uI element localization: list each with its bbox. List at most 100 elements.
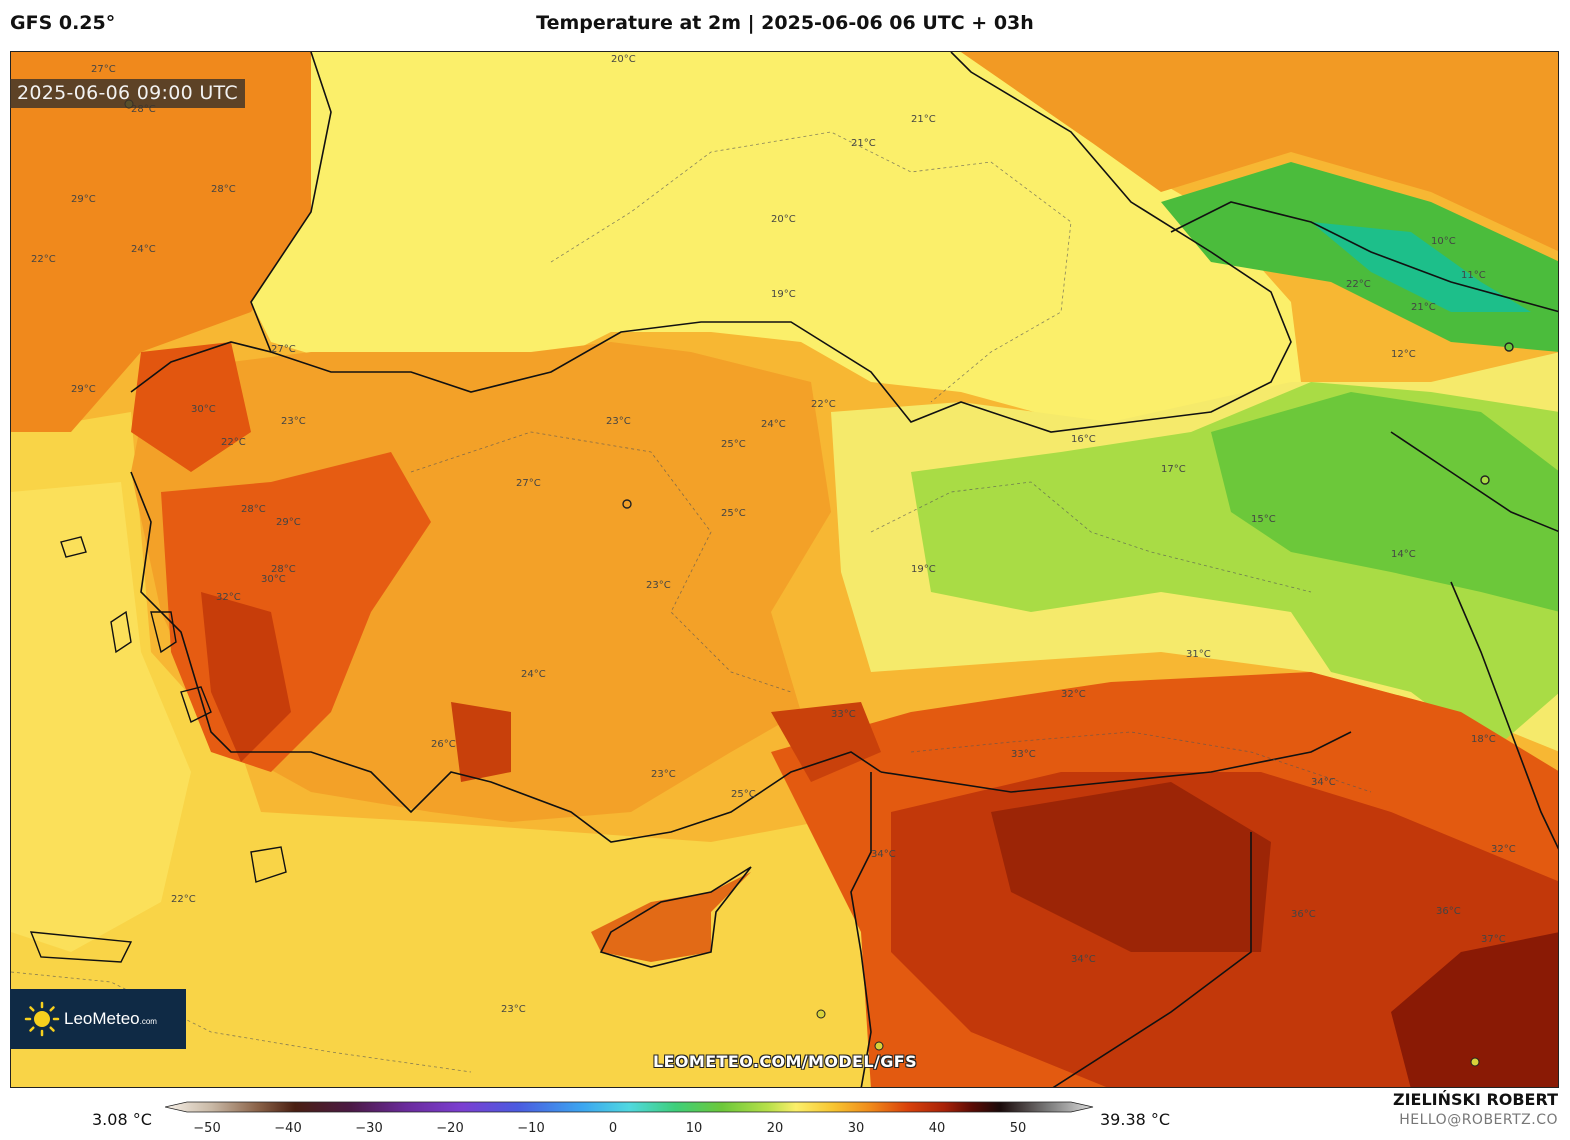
colorbar-gradient [164, 1101, 1094, 1113]
iraq-hotspot [1391, 932, 1558, 1087]
colorbar-svg: −50 −40 −30 −20 −10 0 10 20 30 40 50 [164, 1101, 1094, 1136]
caucasus-green [1211, 392, 1558, 612]
colorbar-tick: −20 [436, 1121, 463, 1136]
colorbar-tick: −30 [355, 1121, 382, 1136]
temperature-map[interactable]: 27°C 28°C 29°C 28°C 24°C 22°C 29°C 30°C … [10, 51, 1559, 1088]
city-marker [1470, 1057, 1480, 1067]
contour-label: 14°C [1391, 549, 1416, 560]
contour-label: 22°C [171, 894, 196, 905]
contour-label: 32°C [1491, 844, 1516, 855]
colorbar-tick: 30 [848, 1121, 865, 1136]
contour-label: 27°C [271, 344, 296, 355]
sun-icon [24, 1001, 60, 1037]
contour-label: 36°C [1291, 909, 1316, 920]
colorbar-tick: 0 [609, 1121, 617, 1136]
city-marker [1480, 475, 1490, 485]
contour-label: 21°C [911, 114, 936, 125]
contour-label: 27°C [91, 64, 116, 75]
contour-label: 17°C [1161, 464, 1186, 475]
desert-hotspot [991, 782, 1271, 952]
city-marker [1504, 342, 1514, 352]
map-title: Temperature at 2m | 2025-06-06 06 UTC + … [536, 12, 1034, 34]
cyprus [591, 872, 751, 962]
temperature-field: 27°C 28°C 29°C 28°C 24°C 22°C 29°C 30°C … [11, 52, 1558, 1087]
logo-text: LeoMeteo.com [64, 1009, 157, 1028]
contour-label: 25°C [721, 508, 746, 519]
contour-label: 36°C [1436, 906, 1461, 917]
contour-label: 21°C [1411, 302, 1436, 313]
city-marker [622, 499, 632, 509]
contour-label: 22°C [811, 399, 836, 410]
contour-label: 12°C [1391, 349, 1416, 360]
contour-label: 24°C [761, 419, 786, 430]
contour-label: 28°C [241, 504, 266, 515]
adana-hotspot [771, 702, 881, 782]
model-label: GFS 0.25° [10, 12, 116, 34]
contour-label: 19°C [771, 289, 796, 300]
islands [29, 536, 287, 963]
contour-label: 23°C [281, 416, 306, 427]
author-name: ZIELIŃSKI ROBERT [1392, 1090, 1558, 1109]
max-temperature: 39.38 °C [1100, 1110, 1171, 1129]
russia-warm [961, 52, 1558, 252]
contour-label: 19°C [911, 564, 936, 575]
contour-label: 29°C [71, 384, 96, 395]
contour-label: 22°C [1346, 279, 1371, 290]
contour-label: 23°C [651, 769, 676, 780]
contour-label: 23°C [606, 416, 631, 427]
contour-label: 30°C [191, 404, 216, 415]
contour-label: 22°C [31, 254, 56, 265]
colorbar-tick: −10 [517, 1121, 544, 1136]
contour-label: 11°C [1461, 270, 1486, 281]
contour-label: 34°C [1311, 777, 1336, 788]
contour-label: 23°C [646, 580, 671, 591]
contour-label: 26°C [431, 739, 456, 750]
contour-label: 28°C [271, 564, 296, 575]
contour-label: 16°C [1071, 434, 1096, 445]
coastlines [130, 52, 1558, 1087]
contour-label: 24°C [131, 244, 156, 255]
colorbar-tick: 40 [929, 1121, 946, 1136]
source-url[interactable]: LEOMETEO.COM/MODEL/GFS [652, 1052, 918, 1071]
thrace-hot [131, 342, 251, 472]
contour-label: 10°C [1431, 236, 1456, 247]
colorbar-ticks: −50 −40 −30 −20 −10 0 10 20 30 40 50 [193, 1121, 1026, 1136]
contour-label: 31°C [1186, 649, 1211, 660]
colorbar-tick: 10 [686, 1121, 703, 1136]
author-email[interactable]: HELLO@ROBERTZ.CO [1399, 1112, 1558, 1128]
contour-label: 28°C [131, 104, 156, 115]
contour-label: 22°C [221, 437, 246, 448]
leometeo-logo[interactable]: LeoMeteo.com [10, 989, 186, 1049]
west-turkey-hotter [201, 592, 291, 762]
author-block: ZIELIŃSKI ROBERT HELLO@ROBERTZ.CO [1393, 1090, 1558, 1130]
contour-label: 37°C [1481, 934, 1506, 945]
contour-label: 20°C [611, 54, 636, 65]
contour-label: 34°C [1071, 954, 1096, 965]
city-marker [816, 1009, 826, 1019]
colorbar-tick: −50 [193, 1121, 220, 1136]
contour-label: 27°C [516, 478, 541, 489]
city-marker [874, 1041, 884, 1051]
colorbar-tick: 50 [1010, 1121, 1027, 1136]
contour-label: 33°C [1011, 749, 1036, 760]
contour-label: 29°C [276, 517, 301, 528]
antalya-hotspot [451, 702, 511, 782]
contour-label: 21°C [851, 138, 876, 149]
contour-label: 32°C [1061, 689, 1086, 700]
colorbar-tick: 20 [767, 1121, 784, 1136]
contour-labels: 27°C 28°C 29°C 28°C 24°C 22°C 29°C 30°C … [31, 54, 1516, 1015]
contour-label: 23°C [501, 1004, 526, 1015]
contour-label: 33°C [831, 709, 856, 720]
contour-label: 18°C [1471, 734, 1496, 745]
contour-label: 25°C [731, 789, 756, 800]
aegean-sea [11, 482, 191, 952]
contour-label: 32°C [216, 592, 241, 603]
valid-time-label: 2025-06-06 09:00 UTC [10, 79, 245, 108]
min-temperature: 3.08 °C [92, 1110, 152, 1129]
contour-label: 34°C [871, 849, 896, 860]
black-sea [251, 52, 1301, 422]
contour-label: 29°C [71, 194, 96, 205]
isotherms [11, 131, 1372, 1073]
color-scale: −50 −40 −30 −20 −10 0 10 20 30 40 50 [164, 1100, 1095, 1140]
contour-label: 15°C [1251, 514, 1276, 525]
